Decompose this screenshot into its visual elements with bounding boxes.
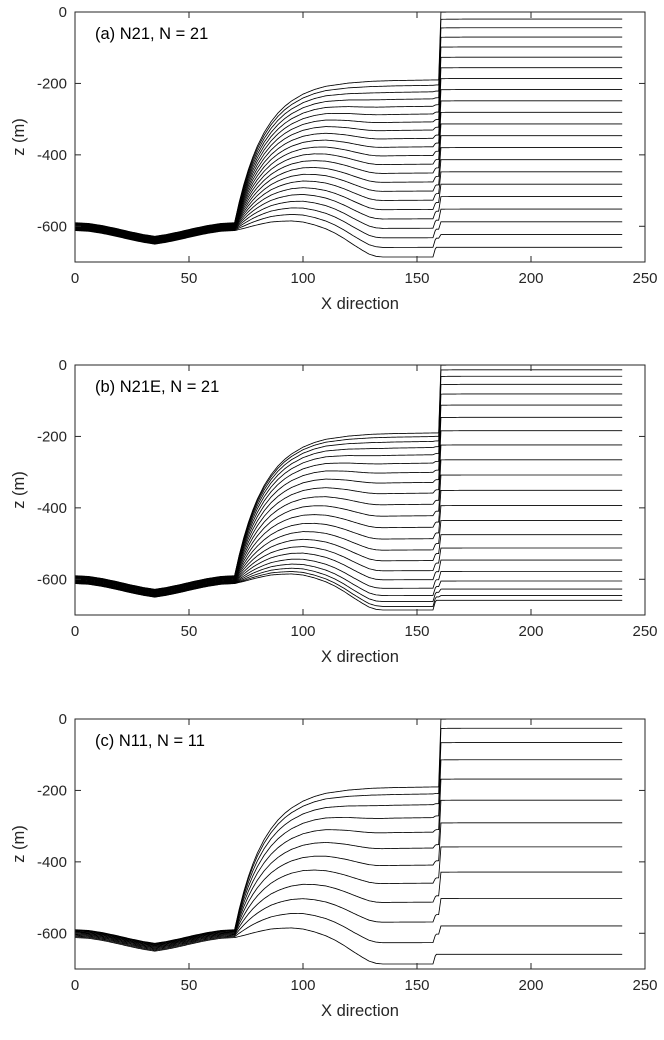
x-tick-label: 0 <box>71 270 79 287</box>
y-tick-label: -200 <box>37 782 67 799</box>
sigma-line <box>74 393 623 591</box>
sigma-line <box>74 416 623 592</box>
y-tick-label: 0 <box>59 357 67 374</box>
y-axis-label: z (m) <box>10 825 28 863</box>
sigma-line <box>74 913 623 951</box>
sigma-line <box>74 364 623 590</box>
y-tick-label: 0 <box>59 711 67 728</box>
x-tick-label: 100 <box>290 623 315 640</box>
x-tick-label: 0 <box>71 977 79 994</box>
sigma-line <box>74 100 623 240</box>
panel-title: (b) N21E, N = 21 <box>95 378 219 396</box>
axes-frame <box>74 11 646 263</box>
panel-b: 0 50 100 150 200 250 0 -200 -400 -600 (b) N21E, N … <box>10 357 658 666</box>
sigma-line <box>74 123 623 241</box>
sigma-line <box>74 898 623 950</box>
y-axis-label: z (m) <box>10 471 28 509</box>
x-tick-label: 150 <box>404 977 429 994</box>
x-tick-label: 100 <box>290 270 315 287</box>
y-tick-label: -600 <box>37 571 67 588</box>
axes-frame <box>74 718 646 970</box>
ticks <box>74 718 646 969</box>
sigma-line <box>74 430 623 592</box>
sigma-line <box>74 759 623 946</box>
sigma-line <box>74 573 623 611</box>
sigma-line <box>74 534 623 596</box>
y-axis-label: z (m) <box>10 118 28 156</box>
x-tick-label: 100 <box>290 977 315 994</box>
sigma-line <box>74 927 623 965</box>
sigma-line <box>74 520 623 595</box>
sigma-line <box>74 444 623 593</box>
axes-frame <box>74 364 646 616</box>
sigma-line <box>74 474 623 594</box>
x-axis-label: X direction <box>321 295 399 313</box>
y-tick-label: -400 <box>37 854 67 871</box>
x-tick-label: 50 <box>181 623 198 640</box>
sigma-line <box>74 193 623 243</box>
x-tick-label: 200 <box>518 977 543 994</box>
ticks <box>74 11 646 262</box>
sigma-line <box>74 799 623 947</box>
y-tick-label: -400 <box>37 500 67 517</box>
sigma-line <box>74 505 623 595</box>
panel-c: 0 50 100 150 200 250 0 -200 -400 -600 (c) N11, N =… <box>10 711 658 1020</box>
x-tick-label: 200 <box>518 623 543 640</box>
sigma-line <box>74 111 623 241</box>
x-axis-label: X direction <box>321 1002 399 1020</box>
sigma-line <box>74 846 623 948</box>
sigma-line <box>74 147 623 242</box>
sigma-line <box>74 778 623 946</box>
y-tick-label: 0 <box>59 4 67 21</box>
sigma-line <box>74 369 623 590</box>
sigma-line <box>74 489 623 594</box>
x-axis-label: X direction <box>321 648 399 666</box>
sigma-line <box>74 822 623 948</box>
x-tick-label: 0 <box>71 623 79 640</box>
sigma-line <box>74 220 623 258</box>
sigma-line <box>74 727 623 945</box>
x-tick-label: 250 <box>632 977 657 994</box>
y-tick-label: -400 <box>37 147 67 164</box>
sigma-lines <box>74 718 623 965</box>
sigma-lines <box>74 364 623 611</box>
panel-title: (a) N21, N = 21 <box>95 25 208 43</box>
sigma-line <box>74 27 623 238</box>
panel-a: 0 50 100 150 200 250 0 -200 -400 -600 (a) N21, N =… <box>10 4 658 313</box>
x-tick-label: 250 <box>632 270 657 287</box>
sigma-line <box>74 871 623 949</box>
x-tick-label: 200 <box>518 270 543 287</box>
panel-title: (c) N11, N = 11 <box>95 732 205 750</box>
x-tick-label: 250 <box>632 623 657 640</box>
sigma-line <box>74 459 623 593</box>
x-tick-label: 50 <box>181 977 198 994</box>
sigma-lines <box>74 11 623 258</box>
y-tick-label: -600 <box>37 218 67 235</box>
x-tick-label: 50 <box>181 270 198 287</box>
sigma-line <box>74 375 623 591</box>
x-tick-label: 150 <box>404 623 429 640</box>
ticks <box>74 364 646 615</box>
sigma-line <box>74 404 623 592</box>
sigma-line <box>74 718 623 944</box>
sigma-line <box>74 183 623 243</box>
y-tick-label: -200 <box>37 428 67 445</box>
x-tick-label: 150 <box>404 270 429 287</box>
y-tick-label: -200 <box>37 75 67 92</box>
sigma-line <box>74 742 623 945</box>
y-tick-label: -600 <box>37 925 67 942</box>
